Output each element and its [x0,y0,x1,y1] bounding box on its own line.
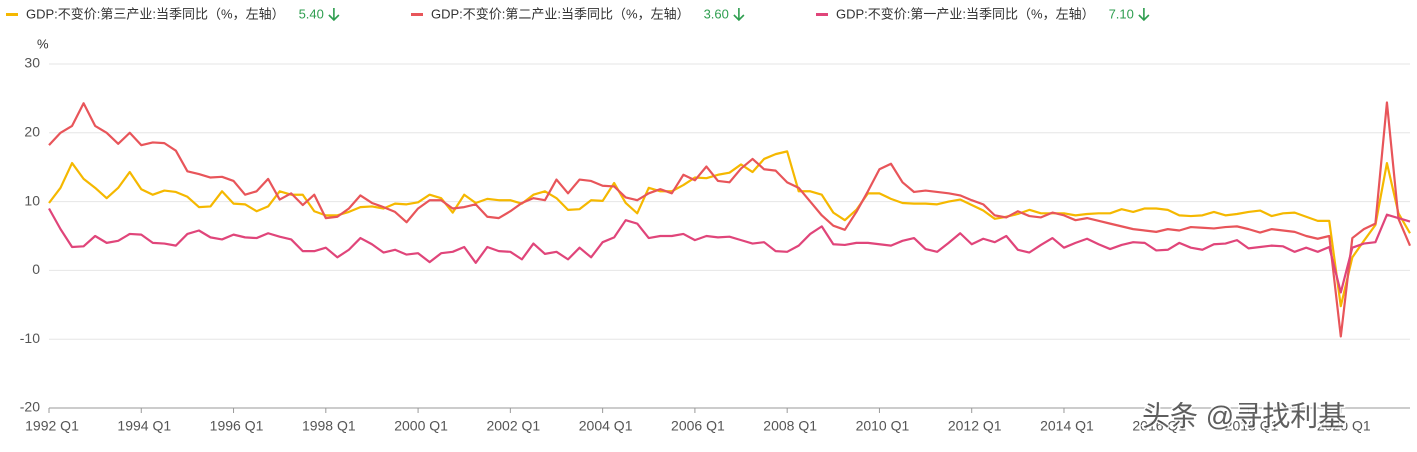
x-tick-label: 2020 Q1 [1317,418,1371,434]
legend-label: GDP:不变价:第二产业:当季同比（%，左轴） [431,6,690,21]
legend-arrow [733,8,745,22]
legend-label: GDP:不变价:第一产业:当季同比（%，左轴） [836,6,1095,21]
x-tick-label: 1996 Q1 [210,418,264,434]
legend-arrow [1138,8,1150,22]
x-tick-label: 2006 Q1 [671,418,725,434]
x-tick-label: 1998 Q1 [302,418,356,434]
legend-swatch [411,13,423,16]
x-tick-label: 2008 Q1 [763,418,817,434]
legend-swatch [816,13,828,16]
y-unit: % [37,36,49,51]
x-tick-label: 2002 Q1 [486,418,540,434]
legend-label: GDP:不变价:第三产业:当季同比（%，左轴） [26,6,285,21]
legend-latest: 5.40 [299,6,324,21]
x-tick-label: 2010 Q1 [856,418,910,434]
y-tick-label: -10 [20,330,40,346]
y-tick-label: 30 [24,55,40,71]
y-tick-label: 0 [32,261,40,277]
x-tick-label: 2012 Q1 [948,418,1002,434]
x-tick-label: 1994 Q1 [117,418,171,434]
series-line [48,207,1411,294]
legend-latest: 3.60 [704,6,729,21]
y-tick-label: 10 [24,192,40,208]
x-tick-label: 2016 Q1 [1132,418,1186,434]
x-tick-label: 2014 Q1 [1040,418,1094,434]
x-tick-label: 1992 Q1 [25,418,79,434]
series-line [48,101,1412,338]
watermark: 头条 @寻找利基 [1142,400,1346,431]
x-tick-label: 2000 Q1 [394,418,448,434]
series-line [48,150,1411,308]
y-tick-label: -20 [20,399,40,415]
legend-swatch [6,13,18,16]
y-tick-label: 20 [24,124,40,140]
x-tick-label: 2018 Q1 [1225,418,1279,434]
legend-arrow [328,8,340,22]
x-tick-label: 2004 Q1 [579,418,633,434]
legend-latest: 7.10 [1109,6,1134,21]
